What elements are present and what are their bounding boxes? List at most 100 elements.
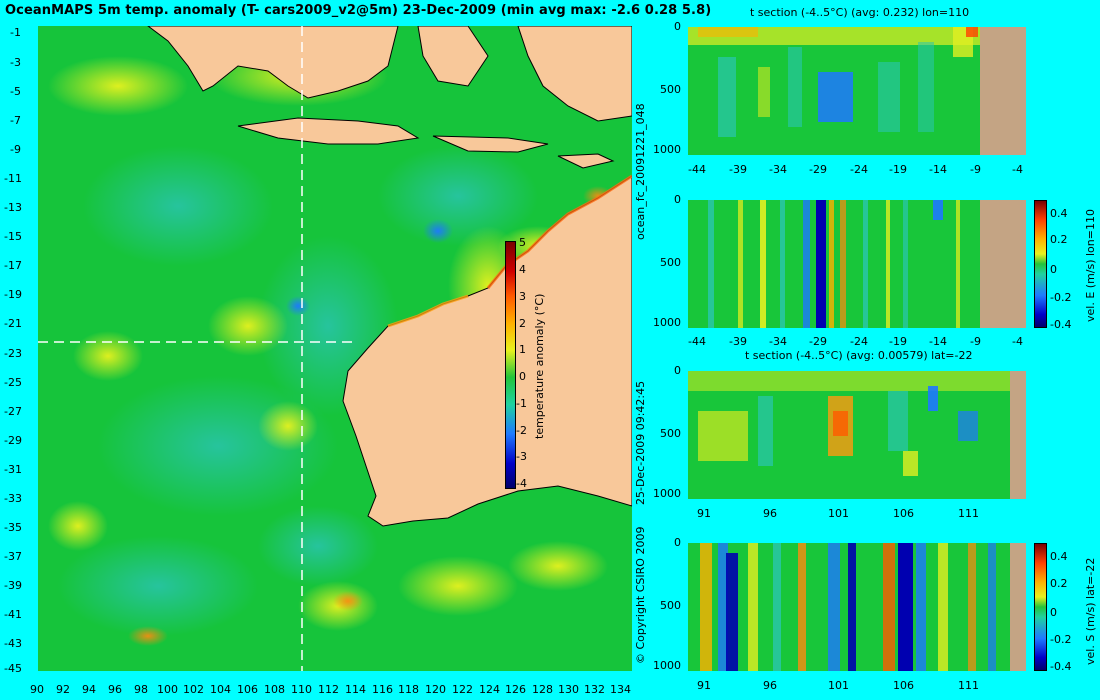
panel4-cbar-tick: 0.2 [1050, 577, 1068, 590]
panel1-x-tick: -24 [850, 163, 868, 176]
panel1-plot [688, 27, 1026, 155]
panel4-cbar-tick: -0.4 [1050, 660, 1072, 673]
lon-tick: 112 [318, 683, 339, 696]
panel2-x-tick: -24 [850, 335, 868, 348]
map-cbar-tick: -1 [516, 397, 527, 410]
lon-tick: 116 [372, 683, 393, 696]
lon-tick: 92 [56, 683, 70, 696]
lon-tick: 110 [291, 683, 312, 696]
lat-tick: -33 [4, 492, 22, 505]
lat-tick: -7 [10, 114, 21, 127]
lon-tick: 132 [584, 683, 605, 696]
panel1-y-tick: 0 [674, 20, 681, 33]
panel4-y-tick: 500 [660, 599, 681, 612]
lon-tick: 134 [610, 683, 631, 696]
panel3-y-tick: 500 [660, 427, 681, 440]
panel2-x-tick: -29 [809, 335, 827, 348]
map-cbar-tick: -3 [516, 450, 527, 463]
lon-tick: 104 [210, 683, 231, 696]
copyright-label: © Copyright CSIRO 2009 [634, 526, 647, 664]
panel1-x-tick: -9 [970, 163, 981, 176]
lon-tick: 124 [479, 683, 500, 696]
lon-tick: 100 [157, 683, 178, 696]
panel4-x-tick: 91 [697, 679, 711, 692]
panel3-x-tick: 101 [828, 507, 849, 520]
panel4-cbar-tick: -0.2 [1050, 633, 1072, 646]
panel1-title: t section (-4..5°C) (avg: 0.232) lon=110 [750, 6, 970, 19]
lat-tick: -19 [4, 288, 22, 301]
panel2-cbar-tick: -0.2 [1050, 291, 1072, 304]
map-cbar-tick: 5 [519, 236, 526, 249]
panel1-x-tick: -39 [729, 163, 747, 176]
map-cbar-tick: 2 [519, 317, 526, 330]
lat-tick: -1 [10, 26, 21, 39]
lon-tick: 126 [505, 683, 526, 696]
panel4-y-tick: 1000 [653, 659, 681, 672]
map-cbar-tick: 4 [519, 263, 526, 276]
lat-tick: -13 [4, 201, 22, 214]
panel2-x-tick: -19 [889, 335, 907, 348]
lon-tick: 90 [30, 683, 44, 696]
panel2-x-tick: -4 [1012, 335, 1023, 348]
lat-tick: -11 [4, 172, 22, 185]
panel4-x-tick: 101 [828, 679, 849, 692]
panel3-svg [688, 371, 1026, 499]
lat-tick: -9 [10, 143, 21, 156]
lat-tick: -5 [10, 85, 21, 98]
panel1-x-tick: -19 [889, 163, 907, 176]
lon-tick: 96 [108, 683, 122, 696]
panel2-y-tick: 0 [674, 193, 681, 206]
map-cbar-tick: -2 [516, 424, 527, 437]
lon-tick: 106 [237, 683, 258, 696]
lat-tick: -29 [4, 434, 22, 447]
panel4-x-tick: 96 [763, 679, 777, 692]
map-cbar-label: temperature anomaly (°C) [533, 293, 546, 439]
panel4-svg [688, 543, 1026, 671]
panel2-colorbar [1034, 200, 1047, 328]
panel3-x-tick: 96 [763, 507, 777, 520]
map-svg [38, 25, 633, 671]
panel2-x-tick: -44 [688, 335, 706, 348]
map-plot [38, 25, 633, 671]
panel2-cbar-tick: 0.4 [1050, 207, 1068, 220]
lat-tick: -17 [4, 259, 22, 272]
panel3-x-tick: 111 [958, 507, 979, 520]
lat-tick: -31 [4, 463, 22, 476]
panel4-x-tick: 106 [893, 679, 914, 692]
map-cbar-tick: 0 [519, 370, 526, 383]
lon-tick: 98 [134, 683, 148, 696]
panel4-cbar-label: vel. S (m/s) lat=-22 [1084, 557, 1097, 665]
panel1-x-tick: -34 [769, 163, 787, 176]
lat-tick: -15 [4, 230, 22, 243]
panel1-y-tick: 500 [660, 83, 681, 96]
lat-tick: -27 [4, 405, 22, 418]
panel2-cbar-tick: -0.4 [1050, 318, 1072, 331]
panel1-x-tick: -4 [1012, 163, 1023, 176]
lon-tick: 130 [558, 683, 579, 696]
lat-tick: -39 [4, 579, 22, 592]
panel4-cbar-tick: 0.4 [1050, 550, 1068, 563]
panel4-y-tick: 0 [674, 536, 681, 549]
lon-tick: 108 [264, 683, 285, 696]
panel1-y-tick: 1000 [653, 143, 681, 156]
panel1-svg [688, 27, 1026, 155]
map-cbar-tick: -4 [516, 477, 527, 490]
panel2-cbar-tick: 0 [1050, 263, 1057, 276]
map-cbar-tick: 3 [519, 290, 526, 303]
panel3-title: t section (-4..5°C) (avg: 0.00579) lat=-… [745, 349, 973, 362]
lon-tick: 114 [345, 683, 366, 696]
lon-tick: 118 [398, 683, 419, 696]
lon-tick: 94 [82, 683, 96, 696]
map-cbar-tick: 1 [519, 343, 526, 356]
panel1-x-tick: -29 [809, 163, 827, 176]
panel3-plot [688, 371, 1026, 499]
timestamp-label: 25-Dec-2009 09:42:45 [634, 380, 647, 505]
panel2-y-tick: 500 [660, 256, 681, 269]
panel2-x-tick: -14 [929, 335, 947, 348]
panel4-x-tick: 111 [958, 679, 979, 692]
panel4-plot [688, 543, 1026, 671]
panel3-x-tick: 106 [893, 507, 914, 520]
panel2-cbar-label: vel. E (m/s) lon=110 [1084, 209, 1097, 322]
panel2-cbar-tick: 0.2 [1050, 233, 1068, 246]
lat-tick: -21 [4, 317, 22, 330]
